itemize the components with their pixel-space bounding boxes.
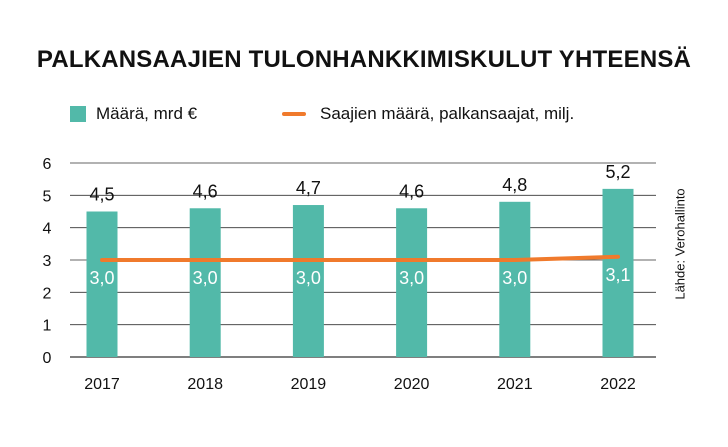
bar-value-label: 4,7	[296, 178, 321, 198]
y-tick-label: 0	[43, 350, 52, 367]
line-value-label: 3,0	[399, 268, 424, 288]
legend-swatch-bar	[70, 106, 86, 122]
bar	[602, 188, 634, 357]
y-tick-label: 6	[43, 156, 52, 173]
x-tick-label: 2017	[84, 376, 120, 393]
source-note: Lähde: Verohallinto	[672, 188, 688, 300]
bar-value-label: 4,6	[399, 181, 424, 201]
line-value-label: 3,0	[193, 268, 218, 288]
bar	[396, 208, 428, 357]
line-value-label: 3,1	[605, 265, 630, 285]
x-tick-label: 2019	[291, 376, 327, 393]
legend-item-line: Saajien määrä, palkansaajat, milj.	[282, 104, 574, 124]
y-tick-label: 5	[43, 188, 52, 205]
legend-label-bars: Määrä, mrd €	[96, 104, 198, 123]
line-value-label: 3,0	[502, 268, 527, 288]
bar	[499, 201, 531, 357]
legend-item-bars: Määrä, mrd €	[70, 104, 197, 124]
y-tick-label: 2	[43, 285, 52, 302]
y-tick-label: 3	[43, 253, 52, 270]
bar-value-label: 4,6	[193, 181, 218, 201]
legend-swatch-line	[282, 112, 306, 116]
x-tick-label: 2018	[187, 376, 223, 393]
bar	[86, 211, 118, 357]
line-series-path	[100, 254, 620, 262]
x-tick-label: 2022	[600, 376, 636, 393]
bar-value-label: 4,8	[502, 175, 527, 195]
x-tick-label: 2020	[394, 376, 430, 393]
bar	[189, 208, 221, 357]
chart-title: PALKANSAAJIEN TULONHANKKIMISKULUT YHTEEN…	[36, 46, 692, 73]
y-tick-label: 4	[43, 221, 52, 238]
line-value-label: 3,0	[89, 268, 114, 288]
legend-label-line: Saajien määrä, palkansaajat, milj.	[320, 104, 575, 123]
y-tick-label: 1	[43, 318, 52, 335]
x-tick-label: 2021	[497, 376, 533, 393]
bar	[292, 205, 324, 357]
line-value-label: 3,0	[296, 268, 321, 288]
bar-value-label: 5,2	[605, 162, 630, 182]
bar-value-label: 4,5	[89, 185, 114, 205]
